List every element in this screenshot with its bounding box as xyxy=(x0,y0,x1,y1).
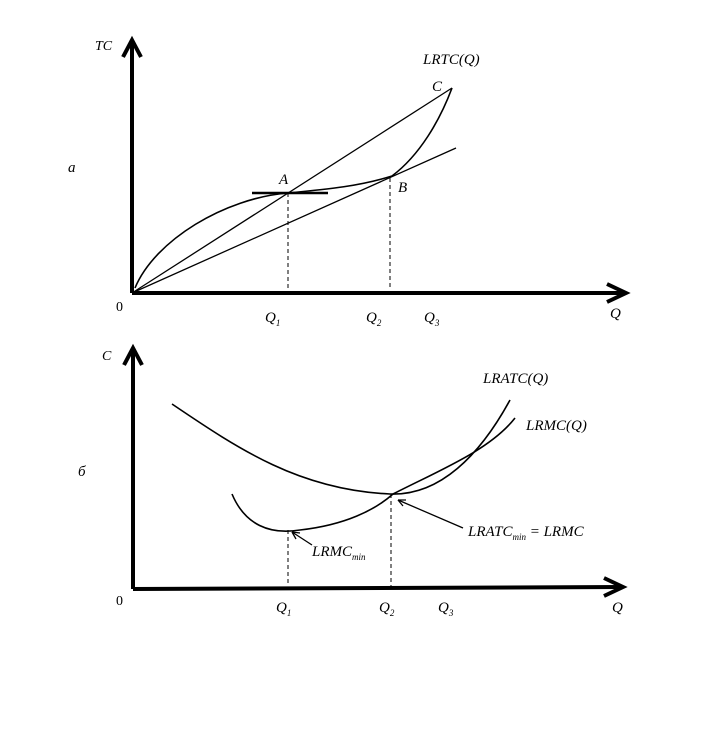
top-y-axis-arrowhead xyxy=(121,35,143,58)
lratc-curve xyxy=(171,399,511,495)
top-x-axis-arrowhead xyxy=(606,282,631,304)
top-y-axis-label: TC xyxy=(95,39,113,54)
top-panel-letter: а xyxy=(68,160,76,176)
top-q1-label: Q1 xyxy=(265,310,280,328)
lrmc-min-pointer-head xyxy=(291,531,301,540)
top-x-axis-label: Q xyxy=(610,306,621,322)
bottom-x-axis-label: Q xyxy=(612,600,623,616)
lratc-label: LRATC(Q) xyxy=(482,371,548,387)
top-q3-label: Q3 xyxy=(424,310,440,328)
lratc-min-equals-lrmc-label: LRATCmin = LRMC xyxy=(467,524,585,542)
point-c-label: C xyxy=(432,79,443,95)
ray-through-a-c xyxy=(131,87,453,294)
top-panel: TC а 0 LRTC(Q) C A B Q Q1 Q2 Q3 xyxy=(68,35,631,328)
lrmc-curve xyxy=(231,417,516,532)
top-origin-label: 0 xyxy=(116,300,123,315)
lrmc-min-pointer xyxy=(291,531,313,546)
bottom-q3-label: Q3 xyxy=(438,600,454,618)
bottom-panel-letter: б xyxy=(78,464,86,480)
top-q2-label: Q2 xyxy=(366,310,382,328)
bottom-origin-label: 0 xyxy=(116,594,123,609)
bottom-q2-label: Q2 xyxy=(379,600,395,618)
point-b-label: B xyxy=(398,180,407,196)
lrtc-curve xyxy=(134,87,453,289)
bottom-x-axis-arrowhead xyxy=(603,576,628,598)
bottom-y-axis-label: C xyxy=(102,349,112,364)
lrtc-label: LRTC(Q) xyxy=(422,52,480,68)
lratc-min-pointer xyxy=(397,499,464,529)
point-a-label: A xyxy=(278,172,289,188)
lrmc-label: LRMC(Q) xyxy=(525,418,587,434)
lrmc-min-label: LRMCmin xyxy=(311,544,366,562)
bottom-panel: C б 0 LRATC(Q) LRMC(Q) Q LRMCmin LRATCmi… xyxy=(78,343,628,618)
bottom-q1-label: Q1 xyxy=(276,600,291,618)
ray-tangent-at-b xyxy=(131,147,457,294)
bottom-x-axis xyxy=(132,585,623,591)
bottom-y-axis-arrowhead xyxy=(122,343,144,366)
lratc-min-pointer-head xyxy=(397,499,406,507)
